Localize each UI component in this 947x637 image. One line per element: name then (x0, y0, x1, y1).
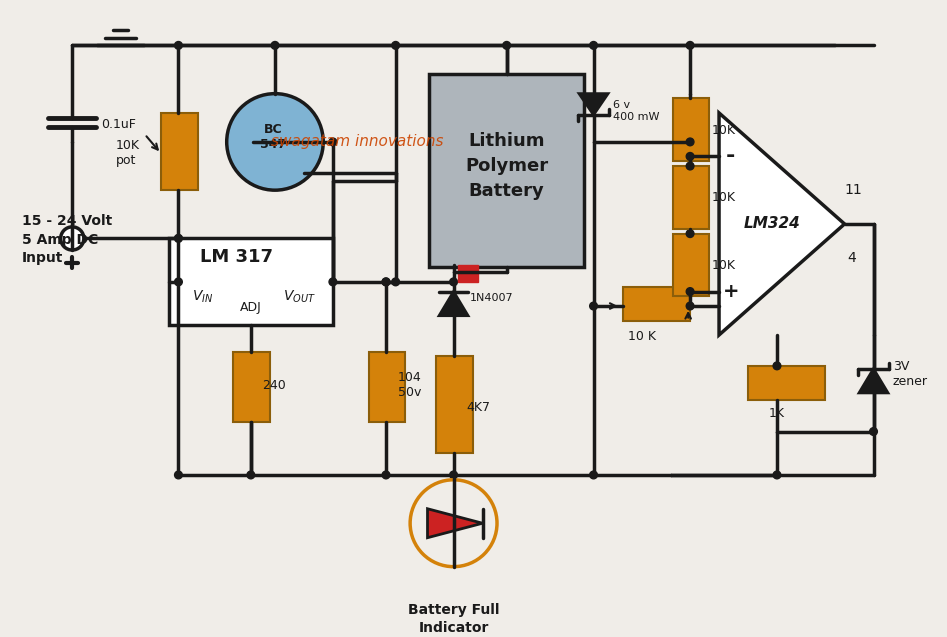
Circle shape (271, 41, 278, 49)
Text: swagatam innovations: swagatam innovations (271, 134, 443, 150)
Circle shape (687, 302, 694, 310)
FancyBboxPatch shape (368, 352, 405, 422)
Circle shape (687, 138, 694, 146)
Text: 10K: 10K (711, 191, 735, 204)
Text: 4K7: 4K7 (466, 401, 491, 414)
Text: 104
50v: 104 50v (398, 371, 421, 399)
Circle shape (450, 278, 457, 286)
Circle shape (590, 41, 598, 49)
Circle shape (503, 41, 510, 49)
Text: LM324: LM324 (743, 217, 800, 231)
FancyBboxPatch shape (458, 264, 477, 282)
Text: 10K: 10K (711, 124, 735, 137)
FancyBboxPatch shape (748, 366, 825, 399)
FancyBboxPatch shape (672, 166, 709, 229)
Circle shape (869, 427, 877, 435)
Text: LM 317: LM 317 (200, 248, 273, 266)
Text: 240: 240 (262, 378, 286, 392)
Circle shape (687, 288, 694, 296)
Circle shape (329, 138, 337, 146)
Circle shape (687, 162, 694, 170)
Circle shape (174, 41, 183, 49)
Circle shape (174, 234, 183, 242)
FancyBboxPatch shape (169, 238, 333, 326)
Circle shape (687, 230, 694, 238)
Text: ADJ: ADJ (240, 301, 261, 315)
Text: +: + (723, 282, 739, 301)
FancyBboxPatch shape (622, 287, 690, 320)
Circle shape (247, 471, 255, 479)
Polygon shape (439, 292, 468, 316)
FancyBboxPatch shape (429, 75, 584, 268)
Text: BC
547: BC 547 (259, 123, 286, 151)
Circle shape (174, 278, 183, 286)
Text: 4: 4 (848, 251, 856, 265)
Polygon shape (859, 369, 888, 393)
Text: 10 K: 10 K (628, 330, 656, 343)
Text: 1N4007: 1N4007 (470, 293, 513, 303)
FancyBboxPatch shape (672, 99, 709, 161)
Circle shape (590, 471, 598, 479)
FancyBboxPatch shape (161, 113, 198, 190)
Circle shape (392, 41, 400, 49)
Text: 11: 11 (845, 183, 863, 197)
Text: $V_{OUT}$: $V_{OUT}$ (283, 288, 315, 304)
Text: $V_{IN}$: $V_{IN}$ (192, 288, 213, 304)
Circle shape (383, 278, 390, 286)
Text: 6 v
400 mW: 6 v 400 mW (613, 100, 659, 122)
Text: Battery Full
Indicator: Battery Full Indicator (408, 603, 499, 634)
Text: -: - (726, 147, 735, 166)
Text: 1K: 1K (769, 408, 785, 420)
Circle shape (590, 302, 598, 310)
Text: 10K: 10K (711, 259, 735, 272)
Text: 15 - 24 Volt
5 Amp DC
Input: 15 - 24 Volt 5 Amp DC Input (22, 214, 113, 265)
Circle shape (773, 471, 781, 479)
Text: 0.1uF: 0.1uF (101, 118, 136, 131)
Circle shape (383, 471, 390, 479)
Circle shape (392, 278, 400, 286)
Text: 3V
zener: 3V zener (893, 360, 928, 387)
FancyBboxPatch shape (672, 234, 709, 296)
Circle shape (174, 471, 183, 479)
Circle shape (773, 362, 781, 369)
Text: 10K
pot: 10K pot (116, 140, 140, 168)
Circle shape (226, 94, 323, 190)
Circle shape (687, 41, 694, 49)
FancyBboxPatch shape (234, 352, 270, 422)
Polygon shape (427, 509, 483, 538)
Circle shape (687, 152, 694, 161)
Circle shape (174, 234, 183, 242)
Polygon shape (579, 94, 608, 115)
Circle shape (383, 278, 390, 286)
Circle shape (450, 471, 457, 479)
Circle shape (329, 278, 337, 286)
FancyBboxPatch shape (437, 356, 473, 453)
Text: Lithium
Polymer
Battery: Lithium Polymer Battery (465, 132, 548, 200)
Circle shape (61, 227, 84, 250)
Polygon shape (719, 113, 845, 335)
